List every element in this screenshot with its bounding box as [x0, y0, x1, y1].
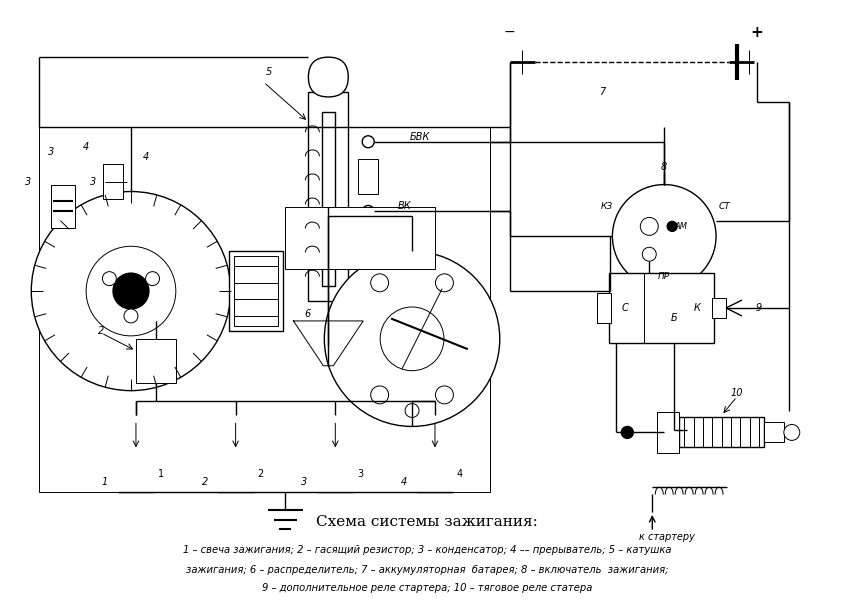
- Circle shape: [640, 218, 658, 235]
- Circle shape: [113, 273, 148, 309]
- Circle shape: [362, 136, 374, 148]
- Bar: [597, 293, 611, 323]
- Text: 8: 8: [660, 162, 666, 172]
- Circle shape: [124, 309, 138, 323]
- Text: +: +: [750, 25, 763, 40]
- Text: АМ: АМ: [673, 222, 687, 231]
- Bar: [609, 273, 713, 343]
- Text: 2: 2: [258, 469, 264, 479]
- Bar: [678, 417, 763, 447]
- Bar: [285, 208, 434, 269]
- Text: С: С: [621, 303, 628, 313]
- Bar: [103, 164, 123, 199]
- Text: 1: 1: [158, 469, 164, 479]
- Circle shape: [102, 272, 116, 285]
- Circle shape: [86, 246, 176, 336]
- Text: Схема системы зажигания:: Схема системы зажигания:: [316, 515, 537, 529]
- Text: ВК: ВК: [397, 202, 411, 211]
- Circle shape: [145, 272, 160, 285]
- Text: 2: 2: [98, 326, 104, 336]
- Bar: [136, 339, 176, 382]
- Bar: [416, 415, 452, 455]
- Circle shape: [435, 274, 453, 292]
- Bar: [322, 112, 334, 286]
- Text: КЗ: КЗ: [600, 202, 612, 211]
- FancyBboxPatch shape: [308, 57, 348, 97]
- Text: 4: 4: [83, 142, 89, 152]
- Bar: [118, 455, 154, 492]
- Bar: [218, 415, 253, 455]
- Circle shape: [612, 185, 715, 288]
- Text: 3: 3: [90, 177, 96, 186]
- Bar: [657, 412, 678, 453]
- Circle shape: [370, 274, 388, 292]
- Bar: [317, 415, 353, 455]
- Circle shape: [666, 221, 676, 232]
- Text: СТ: СТ: [718, 202, 730, 211]
- Text: 3: 3: [301, 477, 307, 487]
- Text: 4: 4: [456, 469, 462, 479]
- Bar: [118, 415, 154, 455]
- Text: 3: 3: [48, 147, 55, 156]
- Circle shape: [362, 205, 374, 218]
- Text: 6: 6: [304, 309, 310, 319]
- Text: К: К: [693, 303, 699, 313]
- Text: −: −: [503, 25, 515, 39]
- Text: 9: 9: [755, 303, 761, 313]
- Circle shape: [783, 425, 799, 441]
- Bar: [229, 251, 283, 331]
- Text: БВК: БВК: [409, 132, 430, 142]
- Circle shape: [370, 386, 388, 404]
- Bar: [39, 127, 490, 492]
- Bar: [51, 185, 75, 229]
- Bar: [711, 298, 725, 318]
- Text: к стартеру: к стартеру: [639, 532, 694, 542]
- Circle shape: [380, 307, 444, 371]
- Bar: [357, 159, 378, 194]
- Text: 3: 3: [25, 177, 32, 186]
- Bar: [218, 455, 253, 492]
- Circle shape: [435, 386, 453, 404]
- Text: Б: Б: [670, 313, 676, 323]
- Text: ПР: ПР: [658, 272, 670, 280]
- Circle shape: [32, 191, 230, 390]
- Bar: [416, 455, 452, 492]
- Text: 4: 4: [142, 152, 149, 162]
- Text: 9 – дополнительное реле стартера; 10 – тяговое реле статера: 9 – дополнительное реле стартера; 10 – т…: [262, 583, 591, 593]
- Text: 2: 2: [201, 477, 207, 487]
- Bar: [317, 455, 353, 492]
- Bar: [308, 92, 348, 301]
- Text: 10: 10: [730, 387, 742, 398]
- Circle shape: [641, 247, 655, 261]
- Text: 5: 5: [265, 67, 271, 77]
- Text: зажигания; 6 – распределитель; 7 – аккумуляторная  батарея; 8 – включатель  зажи: зажигания; 6 – распределитель; 7 – аккум…: [186, 565, 667, 575]
- Bar: [763, 422, 783, 442]
- Circle shape: [324, 251, 499, 426]
- Text: 7: 7: [598, 87, 604, 97]
- Text: 3: 3: [357, 469, 363, 479]
- Circle shape: [404, 403, 419, 417]
- Circle shape: [621, 426, 633, 439]
- Text: 1 – свеча зажигания; 2 – гасящий резистор; 3 – конденсатор; 4 –– прерыватель; 5 : 1 – свеча зажигания; 2 – гасящий резисто…: [183, 545, 670, 555]
- Text: 4: 4: [400, 477, 407, 487]
- Circle shape: [681, 426, 693, 439]
- Text: 1: 1: [102, 477, 108, 487]
- Bar: [234, 256, 278, 326]
